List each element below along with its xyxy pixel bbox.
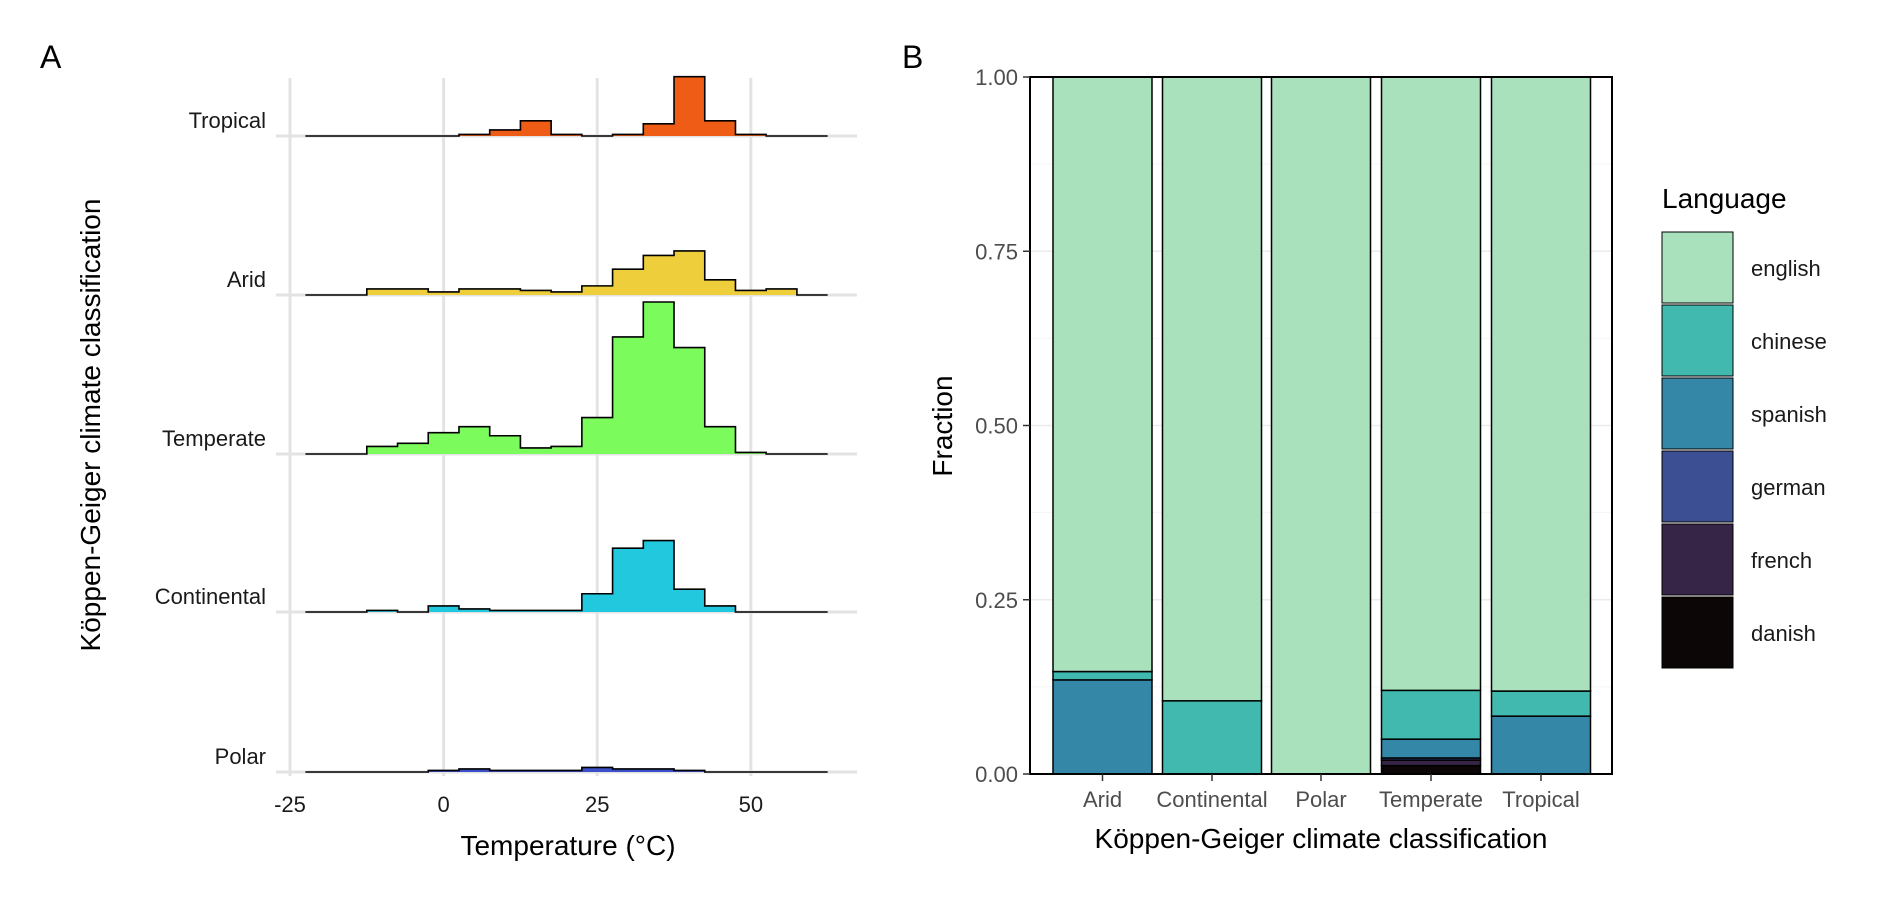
panel-a-y-tick-labels: Tropical Arid Temperate Continental Polar <box>155 108 266 769</box>
bar-continental-chinese <box>1161 700 1263 775</box>
ridge-fill-arid <box>305 250 828 295</box>
y-tick-label-0-75: 0.75 <box>975 239 1018 264</box>
x-tick-label-25: 25 <box>585 792 609 817</box>
panel-b-x-axis-title: Köppen-Geiger climate classification <box>1095 823 1548 854</box>
y-tick-label-arid: Arid <box>227 267 266 292</box>
legend-swatch-german <box>1661 450 1734 523</box>
x-tick-label-tropical: Tropical <box>1502 787 1579 812</box>
y-tick-label-1-00: 1.00 <box>975 65 1018 90</box>
panel-b-label: B <box>902 39 923 75</box>
y-tick-label-temperate: Temperate <box>162 426 266 451</box>
panel-b-y-axis-title: Fraction <box>927 375 958 476</box>
panel-a-y-axis-title: Köppen-Geiger climate classification <box>75 199 106 652</box>
legend-swatch-english <box>1661 231 1734 304</box>
bar-arid-spanish <box>1052 679 1153 775</box>
legend-title: Language <box>1662 183 1787 214</box>
x-tick-label-polar: Polar <box>1295 787 1346 812</box>
y-tick-label-tropical: Tropical <box>189 108 266 133</box>
legend-swatch-chinese <box>1661 304 1734 377</box>
x-tick-label--25: -25 <box>274 792 306 817</box>
y-tick-label-0-50: 0.50 <box>975 414 1018 439</box>
panel-a-gridlines <box>276 78 857 776</box>
legend-label-chinese: chinese <box>1751 329 1827 354</box>
ridge-outline-temperate <box>305 301 828 455</box>
ridge-outline-continental <box>305 539 828 613</box>
x-tick-label-arid: Arid <box>1083 787 1122 812</box>
legend-swatch-spanish <box>1661 377 1734 450</box>
x-tick-label-0: 0 <box>437 792 449 817</box>
bar-continental-english <box>1161 76 1263 702</box>
bar-temperate-french <box>1380 759 1482 767</box>
panel-b-x-tick-labels: Arid Continental Polar Temperate Tropical <box>1083 774 1580 812</box>
legend-items: english chinese spanish german french danish <box>1661 231 1827 669</box>
bar-tropical-spanish <box>1490 715 1592 775</box>
legend-label-danish: danish <box>1751 621 1816 646</box>
x-tick-label-50: 50 <box>739 792 763 817</box>
panel-b-bars <box>1052 76 1592 775</box>
ridge-outline-tropical <box>305 75 828 137</box>
bar-temperate-english <box>1380 76 1482 692</box>
y-tick-label-0-25: 0.25 <box>975 588 1018 613</box>
x-tick-label-temperate: Temperate <box>1379 787 1483 812</box>
legend-label-spanish: spanish <box>1751 402 1827 427</box>
x-tick-label-continental: Continental <box>1156 787 1267 812</box>
legend-label-english: english <box>1751 256 1821 281</box>
bar-temperate-danish <box>1380 764 1482 775</box>
bar-arid-chinese <box>1052 670 1153 681</box>
bar-tropical-english <box>1490 76 1592 692</box>
y-tick-label-polar: Polar <box>215 744 266 769</box>
panel-a-x-axis-title: Temperature (°C) <box>460 830 675 861</box>
legend-label-german: german <box>1751 475 1826 500</box>
y-tick-label-0-00: 0.00 <box>975 762 1018 787</box>
y-tick-label-continental: Continental <box>155 584 266 609</box>
legend-swatch-french <box>1661 523 1734 596</box>
panel-a-x-tick-labels: -25 0 25 50 <box>274 792 763 817</box>
panel-a-ridges <box>305 75 828 773</box>
bar-tropical-chinese <box>1490 690 1592 717</box>
ridge-fill-continental <box>305 540 828 612</box>
panel-b: B 0.00 0.25 0.50 0.75 1.00 Arid Continental Po… <box>902 39 1827 854</box>
bar-temperate-chinese <box>1380 689 1482 740</box>
panel-b-legend: Language english chinese spanish german fren… <box>1661 183 1827 669</box>
ridge-outline-polar <box>305 766 828 773</box>
panel-a: A TropicalAridTemperateContinentalPolar … <box>40 39 857 861</box>
bar-polar-english <box>1270 76 1372 775</box>
panel-a-label: A <box>40 39 62 75</box>
bar-arid-english <box>1052 76 1153 673</box>
ridge-outline-arid <box>305 250 828 296</box>
legend-label-french: french <box>1751 548 1812 573</box>
panel-b-y-tick-labels: 0.00 0.25 0.50 0.75 1.00 <box>975 65 1030 787</box>
bar-temperate-spanish <box>1380 738 1482 759</box>
legend-swatch-danish <box>1661 596 1734 669</box>
ridge-fill-tropical <box>305 76 828 136</box>
ridge-fill-temperate <box>305 302 828 454</box>
